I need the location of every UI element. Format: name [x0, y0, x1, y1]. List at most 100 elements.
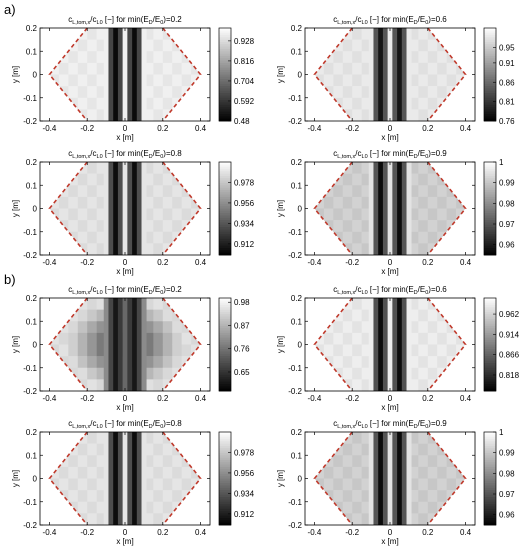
colorbar-segment [484, 434, 496, 438]
colorbar-segment [219, 206, 231, 209]
colorbar-segment [219, 356, 231, 359]
title-part: D [149, 154, 153, 160]
heatmap-cell [352, 51, 362, 64]
heatmap-column [378, 432, 384, 525]
heatmap-cell [333, 466, 344, 479]
colorbar-segment [484, 236, 496, 240]
y-tick-label: 0 [33, 71, 38, 80]
colorbar-segment [219, 168, 231, 172]
heatmap-cell [342, 39, 353, 52]
heatmap-cell [153, 243, 164, 256]
colorbar-segment [219, 497, 231, 500]
title-part: D [149, 20, 153, 26]
x-tick-label: 0 [123, 258, 128, 267]
colorbar-segment [484, 231, 496, 235]
heatmap-cell [361, 344, 372, 357]
heatmap-cell [352, 344, 362, 357]
title-part: )=0.2 [163, 15, 182, 24]
colorbar-segment [484, 480, 496, 484]
y-tick-label: 0.2 [291, 428, 303, 437]
colorbar-segment [219, 164, 231, 168]
x-tick-label: -0.4 [43, 394, 57, 403]
colorbar-segment [484, 374, 496, 378]
colorbar-segment [484, 100, 496, 103]
colorbar-segment [484, 379, 496, 383]
heatmap-cell [437, 86, 447, 99]
colorbar-tick-label: 0.97 [499, 490, 515, 499]
title-part: c [333, 285, 337, 294]
heatmap-cell [172, 74, 182, 87]
y-axis-label: y [m] [276, 470, 285, 487]
colorbar-segment [484, 302, 496, 306]
colorbar-tick-label: 1 [499, 158, 504, 167]
heatmap-cell [87, 243, 97, 256]
colorbar-segment [219, 28, 231, 31]
heatmap-cell [77, 220, 88, 233]
heatmap-column [117, 28, 123, 121]
colorbar-segment [484, 492, 496, 496]
colorbar-segment [484, 164, 496, 168]
mask-right [162, 162, 210, 255]
colorbar-segment [219, 302, 231, 306]
heatmap-column [127, 162, 133, 255]
heatmap-cell [87, 298, 97, 310]
x-tick-label: -0.2 [80, 258, 94, 267]
boundary-left [313, 161, 353, 256]
heatmap-cell [96, 28, 107, 40]
y-tick-label: 0.2 [26, 24, 38, 33]
colorbar-segment [219, 307, 231, 311]
heatmap-column [108, 162, 114, 255]
colorbar-tick-label: 0.816 [234, 57, 255, 66]
colorbar-segment [484, 76, 496, 80]
heatmap-cell [87, 28, 97, 40]
colorbar-segment [219, 41, 231, 45]
colorbar-segment [484, 330, 496, 334]
colorbar-segment [484, 515, 496, 519]
heatmap-cell [427, 173, 438, 186]
heatmap-cell [153, 379, 164, 392]
panel-title: cL,tom,x/cL0 [−] for min(ED/E0)=0.2 [68, 285, 182, 296]
colorbar-segment [219, 90, 231, 94]
heatmap-cell [427, 231, 438, 244]
colorbar-segment [484, 441, 496, 445]
y-tick-label: -0.2 [23, 251, 37, 260]
colorbar-segment [484, 381, 496, 385]
heatmap-cell [418, 185, 429, 198]
colorbar-frame [218, 431, 232, 526]
colorbar-segment [484, 72, 496, 75]
heatmap-cell [323, 344, 334, 357]
colorbar-segment [484, 316, 496, 320]
heatmap-cell [408, 332, 419, 345]
colorbar-segment [484, 93, 496, 96]
heatmap-column [401, 432, 407, 525]
x-tick-label: 0 [388, 258, 393, 267]
heatmap-cell [181, 62, 192, 75]
colorbar-segment [484, 69, 496, 73]
colorbar-segment [219, 353, 231, 357]
colorbar-segment [219, 215, 231, 219]
mask-right [427, 298, 475, 391]
heatmap-cell [87, 332, 97, 345]
heatmap-column [122, 298, 128, 391]
panel-title: cL,tom,x/cL0 [−] for min(ED/E0)=0.9 [333, 419, 447, 430]
heatmap-cell [143, 455, 154, 468]
colorbar-segment [219, 434, 231, 438]
heatmap-cell [172, 466, 182, 479]
heatmap-cell [96, 344, 107, 357]
heatmap-cell [333, 321, 344, 334]
heatmap-cell [181, 208, 192, 221]
colorbar-segment [484, 241, 496, 244]
colorbar-segment [484, 337, 496, 341]
heatmap-cell [352, 97, 362, 110]
heatmap-cell [352, 379, 362, 392]
heatmap-cell [323, 62, 334, 75]
colorbar-segment [484, 476, 496, 479]
colorbar-tick-label: 0.91 [499, 59, 515, 68]
heatmap-cell [87, 466, 97, 479]
heatmap-cell [361, 298, 372, 310]
colorbar-segment [219, 162, 231, 165]
colorbar-segment [219, 499, 231, 503]
heatmap-cell [333, 356, 344, 369]
heatmap-cell [162, 309, 173, 322]
title-part: c [68, 15, 72, 24]
